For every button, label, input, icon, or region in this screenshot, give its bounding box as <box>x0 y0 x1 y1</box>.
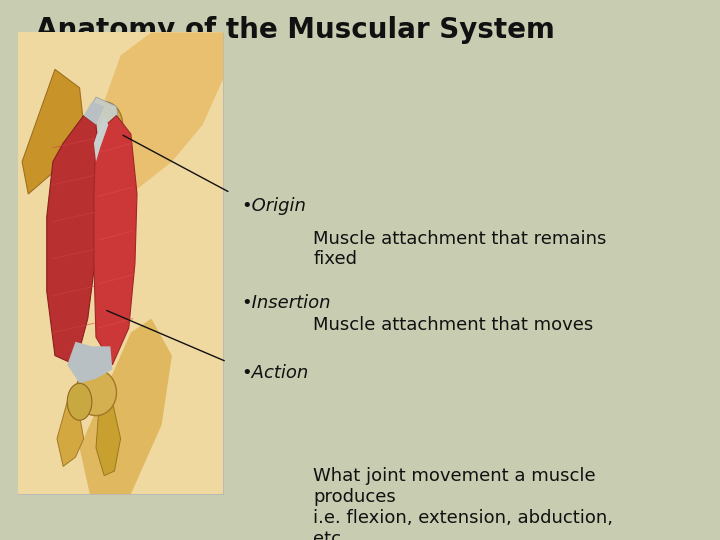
Text: •Insertion: •Insertion <box>241 294 330 312</box>
Ellipse shape <box>76 369 117 416</box>
Text: What joint movement a muscle
produces
i.e. flexion, extension, abduction,
etc.: What joint movement a muscle produces i.… <box>313 467 613 540</box>
Polygon shape <box>96 393 121 476</box>
Polygon shape <box>84 102 104 125</box>
Ellipse shape <box>86 102 122 148</box>
Polygon shape <box>94 116 137 365</box>
Text: Muscle attachment that moves: Muscle attachment that moves <box>313 316 593 334</box>
Polygon shape <box>79 319 172 494</box>
Ellipse shape <box>67 383 92 420</box>
Text: Muscle attachment that remains
fixed: Muscle attachment that remains fixed <box>313 230 606 268</box>
FancyBboxPatch shape <box>18 32 223 494</box>
Polygon shape <box>47 116 100 365</box>
Polygon shape <box>94 116 108 161</box>
Polygon shape <box>104 32 223 194</box>
Polygon shape <box>22 69 84 194</box>
Text: •Action: •Action <box>241 364 308 382</box>
Text: Anatomy of the Muscular System: Anatomy of the Muscular System <box>36 16 555 44</box>
Polygon shape <box>57 393 84 467</box>
Polygon shape <box>67 342 112 383</box>
Polygon shape <box>18 32 223 494</box>
Text: •Origin: •Origin <box>241 197 306 215</box>
Polygon shape <box>86 97 121 152</box>
